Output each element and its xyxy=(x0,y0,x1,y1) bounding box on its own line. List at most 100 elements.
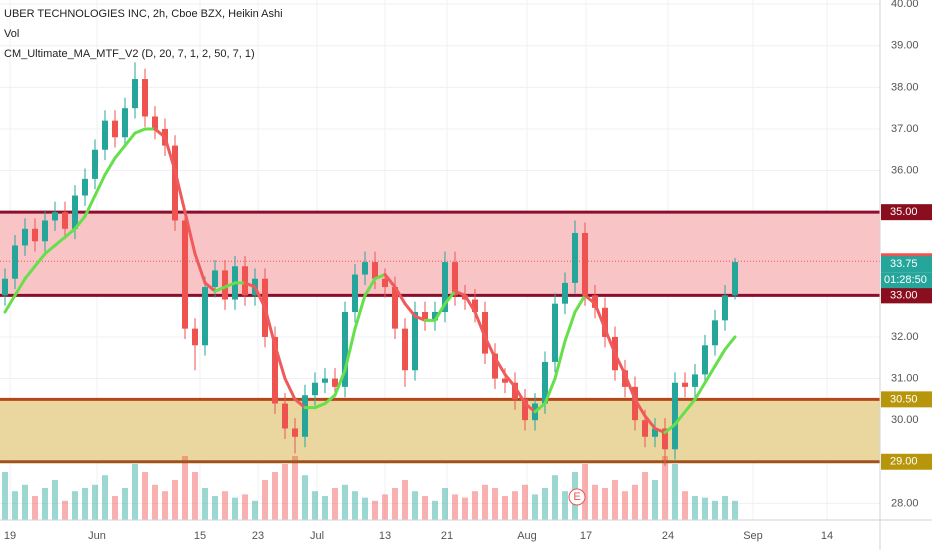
ma-segment xyxy=(93,173,107,198)
ma-segment xyxy=(283,377,297,401)
candle-body xyxy=(12,245,18,279)
ma-segment xyxy=(293,397,307,410)
candle-body xyxy=(442,262,448,312)
ma-segment xyxy=(243,281,257,289)
ma-segment xyxy=(223,281,237,289)
candle-body xyxy=(702,345,708,375)
volume-bar xyxy=(592,484,598,520)
ma-segment xyxy=(643,414,657,430)
candle-body xyxy=(672,382,678,450)
candle-body xyxy=(412,312,418,371)
axis-tag-label: 33.00 xyxy=(890,289,918,301)
indicator-label: CM_Ultimate_MA_MTF_V2 (D, 20, 7, 1, 2, 5… xyxy=(4,48,255,60)
ma-segment xyxy=(103,156,117,177)
candle-body xyxy=(112,120,118,138)
ma-segment xyxy=(683,397,697,414)
candle-body xyxy=(222,270,228,300)
ma-segment xyxy=(163,135,177,173)
volume-bar xyxy=(622,491,628,520)
volume-bar xyxy=(482,484,488,520)
ma-segment xyxy=(33,252,47,268)
volume-bar xyxy=(462,497,468,520)
volume-bar xyxy=(342,484,348,520)
ma-segment xyxy=(673,410,687,426)
axis-tag xyxy=(881,204,932,221)
ma-segment xyxy=(173,169,187,214)
ma-segment xyxy=(383,273,397,289)
axis-tag xyxy=(881,256,932,273)
candle-body xyxy=(202,287,208,346)
y-tick-label: 37.00 xyxy=(891,123,919,135)
ma-segment xyxy=(63,227,77,239)
volume-bar xyxy=(242,494,248,520)
ma-segment xyxy=(433,302,447,322)
volume-bar xyxy=(202,488,208,520)
volume-bar xyxy=(432,500,438,520)
ma-segment xyxy=(493,356,507,376)
ma-segment xyxy=(443,289,457,306)
countdown-tag xyxy=(881,272,932,289)
volume-bar xyxy=(102,475,108,520)
candle-body xyxy=(572,232,578,283)
volume-bar xyxy=(512,491,518,520)
candle-body xyxy=(242,266,248,296)
volume-bar xyxy=(722,496,728,520)
ma-segment xyxy=(563,310,577,343)
volume-bar xyxy=(22,484,28,520)
candle-body xyxy=(272,336,278,404)
candle-body xyxy=(472,299,478,312)
ma-segment xyxy=(203,281,217,293)
volume-bar xyxy=(292,456,298,520)
candle-body xyxy=(542,361,548,404)
volume-bar xyxy=(192,472,198,520)
candle-body xyxy=(192,328,198,346)
volume-bar xyxy=(602,488,608,520)
candle-body xyxy=(342,312,348,387)
countdown-label: 01:28:50 xyxy=(884,274,927,286)
ma-segment xyxy=(373,273,387,281)
volume-bar xyxy=(662,456,668,520)
x-tick-label: 21 xyxy=(441,530,453,542)
candle-body xyxy=(102,120,108,150)
volume-bar xyxy=(12,491,18,520)
x-tick-label: 19 xyxy=(4,530,16,542)
ma-segment xyxy=(53,235,67,247)
volume-bar xyxy=(392,488,398,520)
ma-segment xyxy=(553,339,567,381)
candle-body xyxy=(492,353,498,379)
volume-bar xyxy=(332,488,338,520)
volume-bar xyxy=(232,497,238,520)
volume-bar xyxy=(222,491,228,520)
ma-segment xyxy=(713,347,727,368)
candle-body xyxy=(642,420,648,437)
volume-bar xyxy=(362,497,368,520)
ma-segment xyxy=(253,285,267,310)
ma-segment xyxy=(333,368,347,397)
zone xyxy=(0,399,880,462)
axis-tag-label: 30.50 xyxy=(890,393,918,405)
candle-body xyxy=(322,378,328,383)
volume-bar xyxy=(552,475,558,520)
y-tick-label: 28.00 xyxy=(891,497,919,509)
x-tick-label: 15 xyxy=(194,530,206,542)
volume-bar xyxy=(182,456,188,520)
x-tick-label: Aug xyxy=(517,530,537,542)
candle-body xyxy=(372,262,378,279)
candle-body xyxy=(692,374,698,387)
plot-area: E xyxy=(0,0,880,520)
x-tick-label: 17 xyxy=(580,530,592,542)
y-tick-label: 30.00 xyxy=(891,414,919,426)
ma-segment xyxy=(613,352,627,376)
candle-body xyxy=(402,328,408,371)
volume-bar xyxy=(92,484,98,520)
candle-body xyxy=(592,295,598,308)
volume-bar xyxy=(632,484,638,520)
candle-body xyxy=(82,178,88,196)
candle-body xyxy=(712,320,718,346)
candle-body xyxy=(42,220,48,242)
volume-bar xyxy=(62,500,68,520)
candle-body xyxy=(52,212,58,221)
volume-bar xyxy=(32,496,38,520)
candle-body xyxy=(172,145,178,221)
ma-segment xyxy=(23,264,37,281)
